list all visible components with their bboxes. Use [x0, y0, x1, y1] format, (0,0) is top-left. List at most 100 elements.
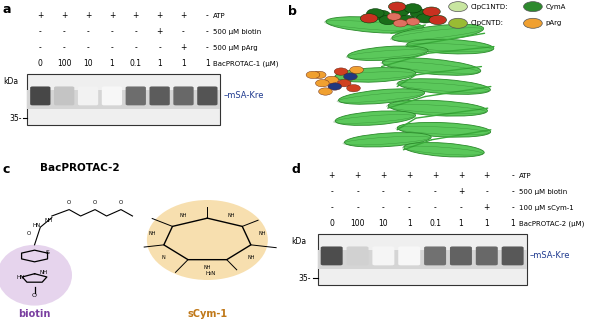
Text: c: c [3, 163, 10, 176]
Text: 35-: 35- [9, 114, 22, 123]
Ellipse shape [0, 245, 72, 306]
Text: 100 μM sCym-1: 100 μM sCym-1 [519, 205, 574, 211]
Text: ClpCNTD:: ClpCNTD: [470, 20, 503, 26]
Text: -: - [134, 44, 137, 52]
Ellipse shape [335, 68, 416, 82]
Circle shape [344, 73, 357, 80]
Text: NH: NH [259, 231, 266, 236]
Text: -: - [485, 188, 488, 196]
Text: HN: HN [16, 275, 25, 280]
Text: ClpC1NTD:: ClpC1NTD: [470, 4, 508, 10]
Text: -: - [331, 204, 333, 212]
Text: NH: NH [149, 231, 157, 236]
Text: +: + [181, 12, 187, 20]
Text: 0: 0 [38, 60, 43, 68]
Text: 35-: 35- [299, 274, 311, 283]
Circle shape [379, 15, 397, 25]
Circle shape [350, 66, 364, 74]
Text: HN: HN [32, 223, 40, 228]
Text: NH: NH [248, 255, 255, 260]
Text: +: + [458, 172, 464, 180]
Text: 500 μM biotin: 500 μM biotin [519, 189, 567, 195]
Circle shape [398, 15, 415, 25]
Text: -: - [206, 12, 209, 20]
Text: -: - [331, 188, 333, 196]
Text: -: - [382, 188, 385, 196]
Text: BacPROTAC-2: BacPROTAC-2 [40, 163, 120, 173]
Text: +: + [458, 188, 464, 196]
Text: b: b [288, 5, 297, 18]
Circle shape [334, 68, 348, 75]
Ellipse shape [404, 142, 484, 157]
Text: O: O [32, 293, 37, 298]
Text: -: - [408, 188, 410, 196]
Text: 0.1: 0.1 [429, 220, 441, 228]
Text: -: - [434, 188, 436, 196]
Circle shape [373, 10, 391, 20]
Text: O: O [67, 200, 71, 205]
Text: NH: NH [203, 265, 211, 270]
Circle shape [316, 80, 329, 87]
Text: -: - [110, 44, 113, 52]
FancyBboxPatch shape [347, 246, 368, 265]
Ellipse shape [392, 24, 484, 42]
Circle shape [449, 2, 467, 12]
Text: BacPROTAC-1 (μM): BacPROTAC-1 (μM) [213, 61, 278, 67]
FancyBboxPatch shape [30, 86, 50, 105]
Text: 0.1: 0.1 [130, 60, 142, 68]
FancyBboxPatch shape [450, 246, 472, 265]
Text: NH: NH [40, 270, 48, 275]
Text: –mSA-Kre: –mSA-Kre [530, 252, 570, 260]
Text: +: + [157, 28, 163, 36]
Text: -: - [110, 28, 113, 36]
Text: 100: 100 [350, 220, 365, 228]
Text: -: - [134, 28, 137, 36]
FancyBboxPatch shape [317, 250, 527, 269]
Circle shape [404, 4, 422, 13]
Text: S: S [46, 250, 50, 255]
Text: 0: 0 [329, 220, 334, 228]
Text: O: O [119, 200, 123, 205]
Text: +: + [85, 12, 91, 20]
Text: +: + [328, 172, 335, 180]
Text: +: + [61, 12, 67, 20]
FancyBboxPatch shape [173, 86, 194, 105]
Text: -: - [39, 44, 41, 52]
Text: -: - [511, 172, 514, 180]
Text: 1: 1 [458, 220, 463, 228]
Ellipse shape [147, 200, 268, 280]
Ellipse shape [347, 46, 428, 60]
Text: ATP: ATP [519, 173, 532, 179]
Text: 1: 1 [110, 60, 114, 68]
FancyBboxPatch shape [149, 86, 170, 105]
Text: -: - [382, 204, 385, 212]
Ellipse shape [397, 123, 491, 137]
Text: -: - [86, 28, 89, 36]
FancyBboxPatch shape [78, 86, 98, 105]
Text: NH: NH [179, 213, 187, 218]
FancyBboxPatch shape [54, 86, 74, 105]
Text: +: + [380, 172, 386, 180]
Text: +: + [181, 44, 187, 52]
Ellipse shape [398, 79, 490, 94]
Text: +: + [432, 172, 438, 180]
Ellipse shape [335, 111, 416, 125]
Ellipse shape [338, 89, 425, 104]
Text: 1: 1 [205, 60, 210, 68]
Text: 1: 1 [181, 60, 186, 68]
Text: 10: 10 [83, 60, 93, 68]
Text: 10: 10 [379, 220, 388, 228]
FancyBboxPatch shape [373, 246, 394, 265]
Circle shape [406, 18, 419, 25]
Text: 1: 1 [484, 220, 489, 228]
FancyBboxPatch shape [398, 246, 420, 265]
Circle shape [319, 88, 332, 95]
FancyBboxPatch shape [102, 86, 122, 105]
Text: BacPROTAC-2 (μM): BacPROTAC-2 (μM) [519, 221, 584, 227]
Text: +: + [406, 172, 412, 180]
FancyBboxPatch shape [28, 74, 220, 125]
Text: -: - [434, 204, 436, 212]
Text: –mSA-Kre: –mSA-Kre [223, 92, 264, 100]
Text: kDa: kDa [3, 77, 18, 86]
Ellipse shape [388, 100, 487, 116]
